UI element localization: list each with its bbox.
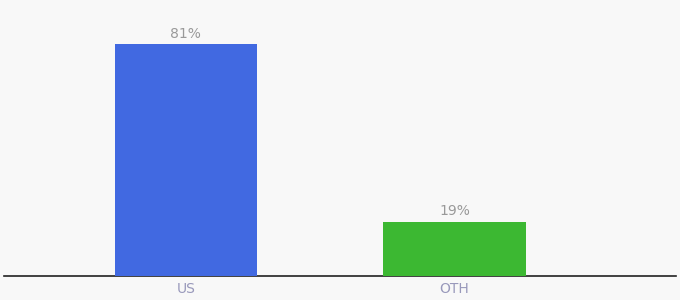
Text: 19%: 19% — [439, 204, 470, 218]
Bar — [115, 44, 257, 276]
Text: 81%: 81% — [171, 27, 201, 41]
Bar — [384, 222, 526, 276]
